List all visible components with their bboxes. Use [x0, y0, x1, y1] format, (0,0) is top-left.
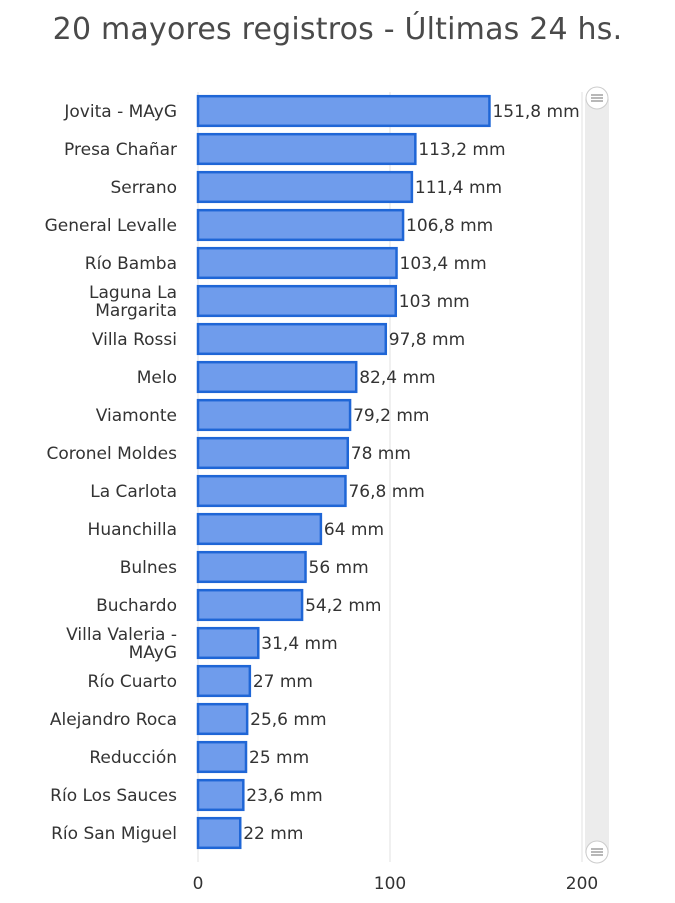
- x-tick-label: 0: [193, 874, 204, 894]
- category-label: Melo: [137, 368, 177, 388]
- category-label: Río San Miguel: [51, 824, 177, 844]
- data-label: 25,6 mm: [250, 710, 326, 730]
- data-label: 113,2 mm: [418, 140, 505, 160]
- bar-11[interactable]: [196, 512, 323, 546]
- data-label: 79,2 mm: [353, 406, 429, 426]
- category-label: Laguna La Margarita: [89, 283, 177, 321]
- data-label: 76,8 mm: [348, 482, 424, 502]
- data-label: 103,4 mm: [400, 254, 487, 274]
- x-tick-label: 200: [566, 874, 598, 894]
- data-label: 25 mm: [249, 748, 309, 768]
- bar-6[interactable]: [196, 322, 388, 356]
- category-label: Río Los Sauces: [50, 786, 177, 806]
- data-label: 22 mm: [243, 824, 303, 844]
- bar-5[interactable]: [196, 284, 398, 318]
- category-label: Coronel Moldes: [46, 444, 177, 464]
- category-label: Bulnes: [120, 558, 177, 578]
- data-label: 56 mm: [309, 558, 369, 578]
- category-label: Villa Valeria -MAyG: [66, 625, 177, 663]
- category-label: Presa Chañar: [64, 140, 177, 160]
- scrollbar-track[interactable]: [585, 98, 609, 854]
- data-label: 106,8 mm: [406, 216, 493, 236]
- bar-15[interactable]: [196, 664, 252, 698]
- category-label: La Carlota: [90, 482, 177, 502]
- bar-9[interactable]: [196, 436, 350, 470]
- bar-19[interactable]: [196, 816, 242, 850]
- category-label: Alejandro Roca: [50, 710, 177, 730]
- bar-3[interactable]: [196, 208, 405, 242]
- bar-17[interactable]: [196, 740, 248, 774]
- data-label: 82,4 mm: [359, 368, 435, 388]
- data-label: 78 mm: [351, 444, 411, 464]
- category-label: Río Bamba: [85, 254, 177, 274]
- bar-13[interactable]: [196, 588, 304, 622]
- data-label: 64 mm: [324, 520, 384, 540]
- category-label: Huanchilla: [88, 520, 177, 540]
- chart-title: 20 mayores registros - Últimas 24 hs.: [52, 12, 623, 47]
- category-label: Serrano: [110, 178, 177, 198]
- bar-8[interactable]: [196, 398, 352, 432]
- category-label: General Levalle: [45, 216, 177, 236]
- category-label: Reducción: [89, 748, 177, 768]
- category-label: Villa Rossi: [92, 330, 177, 350]
- bar-10[interactable]: [196, 474, 347, 508]
- bar-2[interactable]: [196, 170, 414, 204]
- data-label: 54,2 mm: [305, 596, 381, 616]
- data-label: 97,8 mm: [389, 330, 465, 350]
- x-tick-label: 100: [374, 874, 406, 894]
- bar-1[interactable]: [196, 132, 417, 166]
- data-label: 27 mm: [253, 672, 313, 692]
- data-label: 31,4 mm: [261, 634, 337, 654]
- bar-7[interactable]: [196, 360, 358, 394]
- bar-14[interactable]: [196, 626, 260, 660]
- data-label: 103 mm: [399, 292, 470, 312]
- data-label: 151,8 mm: [492, 102, 579, 122]
- category-label: Viamonte: [96, 406, 177, 426]
- bar-16[interactable]: [196, 702, 249, 736]
- bar-12[interactable]: [196, 550, 307, 584]
- bar-4[interactable]: [196, 246, 398, 280]
- data-label: 23,6 mm: [246, 786, 322, 806]
- category-label: Jovita - MAyG: [63, 102, 177, 122]
- category-label: Río Cuarto: [88, 672, 177, 692]
- category-label: Buchardo: [96, 596, 177, 616]
- bar-18[interactable]: [196, 778, 245, 812]
- data-label: 111,4 mm: [415, 178, 502, 198]
- bar-0[interactable]: [196, 94, 491, 128]
